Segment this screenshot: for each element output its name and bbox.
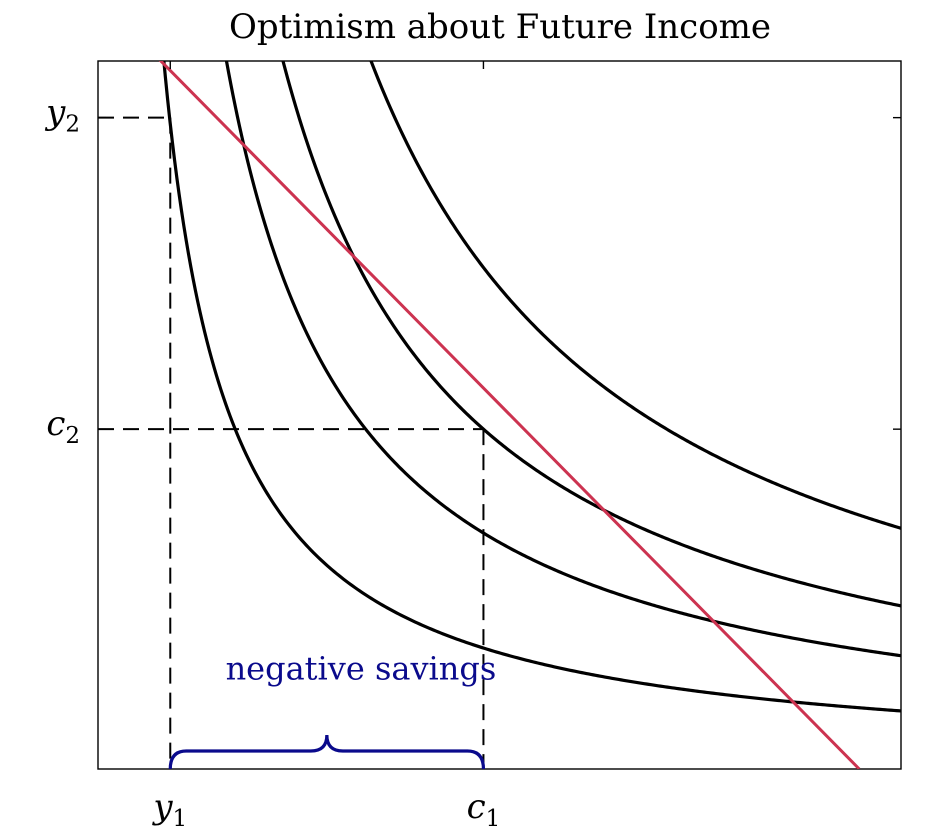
budget-line-group (158, 61, 861, 769)
x-tick-label-2: c1 (467, 787, 501, 832)
indifference-curve-1 (162, 61, 901, 713)
budget-line (158, 61, 861, 769)
guide-lines (98, 116, 485, 769)
indifference-curve-2 (224, 61, 901, 658)
axis-ticks: y1 c1 y2 c2 (44, 61, 901, 832)
indifference-curve-3 (281, 61, 901, 608)
indifference-curve-4 (369, 61, 901, 530)
savings-brace-group: negative savings (168, 649, 497, 770)
chart-title: Optimism about Future Income (229, 7, 771, 47)
negative-savings-annotation: negative savings (226, 649, 497, 687)
plot-area-frame (97, 60, 902, 770)
indifference-curves (162, 61, 901, 713)
y-tick-label-1: y2 (44, 93, 80, 138)
x-tick-label-1: y1 (151, 787, 187, 832)
savings-brace (168, 734, 486, 770)
y-tick-label-2: c2 (46, 404, 80, 449)
